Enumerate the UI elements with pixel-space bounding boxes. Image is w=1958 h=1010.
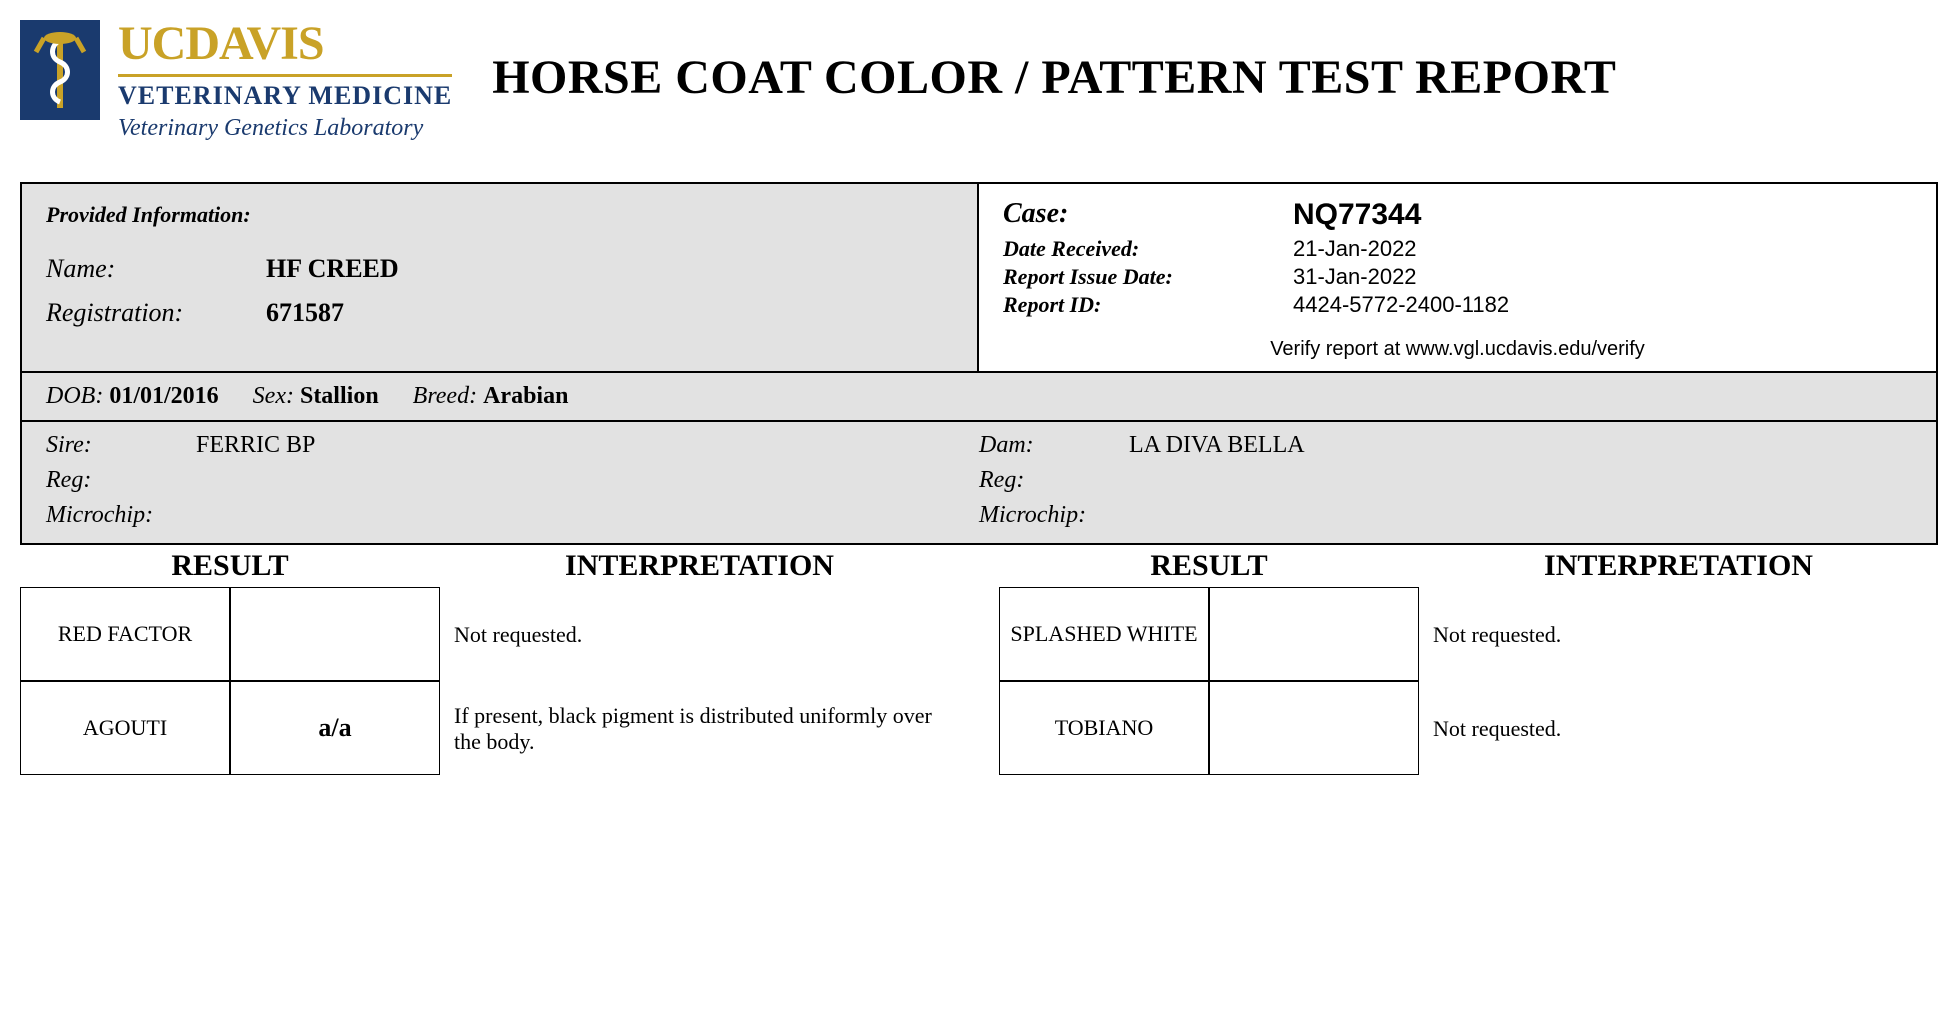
test-interp: If present, black pigment is distributed… — [440, 681, 959, 775]
dam-reg-row: Reg: — [979, 467, 1912, 494]
test-name: AGOUTI — [20, 681, 230, 775]
issue-date-label: Report Issue Date: — [1003, 264, 1293, 290]
dob-label: DOB: — [46, 383, 103, 409]
date-received-label: Date Received: — [1003, 236, 1293, 262]
name-value: HF CREED — [266, 254, 399, 284]
dam-reg-label: Reg: — [979, 467, 1129, 494]
breed-label: Breed: — [413, 383, 477, 409]
case-row: Case: NQ77344 — [1003, 198, 1912, 232]
result-row: TOBIANO Not requested. — [999, 681, 1938, 775]
results-header-right: RESULT INTERPRETATION — [999, 549, 1938, 583]
reg-value: 671587 — [266, 298, 344, 328]
test-name: TOBIANO — [999, 681, 1209, 775]
case-value: NQ77344 — [1293, 198, 1421, 232]
sire-chip-label: Microchip: — [46, 502, 196, 529]
test-value — [1209, 587, 1419, 681]
sex-value: Stallion — [300, 383, 379, 409]
ucdavis-shield-icon — [20, 20, 100, 120]
interp-header: INTERPRETATION — [1419, 549, 1938, 583]
dam-label: Dam: — [979, 432, 1129, 459]
header: UCDAVIS VETERINARY MEDICINE Veterinary G… — [20, 20, 1938, 142]
reg-label: Registration: — [46, 298, 266, 328]
dam-chip-row: Microchip: — [979, 502, 1912, 529]
test-interp: Not requested. — [1419, 587, 1938, 681]
dam-row: Dam: LA DIVA BELLA — [979, 432, 1912, 459]
report-id-row: Report ID: 4424-5772-2400-1182 — [1003, 292, 1912, 318]
result-row: SPLASHED WHITE Not requested. — [999, 587, 1938, 681]
sire-reg-label: Reg: — [46, 467, 196, 494]
interp-header: INTERPRETATION — [440, 549, 959, 583]
result-row: AGOUTI a/a If present, black pigment is … — [20, 681, 959, 775]
test-name: SPLASHED WHITE — [999, 587, 1209, 681]
case-label: Case: — [1003, 198, 1293, 232]
dam-value: LA DIVA BELLA — [1129, 432, 1305, 459]
test-name: RED FACTOR — [20, 587, 230, 681]
verify-text: Verify report at www.vgl.ucdavis.edu/ver… — [1003, 338, 1912, 361]
logo-wordmark: UCDAVIS — [118, 20, 452, 68]
results-header-left: RESULT INTERPRETATION — [20, 549, 959, 583]
sex-label: Sex: — [253, 383, 294, 409]
report-id-value: 4424-5772-2400-1182 — [1293, 292, 1509, 318]
logo-davis: DAVIS — [185, 17, 323, 70]
logo-block: UCDAVIS VETERINARY MEDICINE Veterinary G… — [20, 20, 452, 142]
logo-vetmed: VETERINARY MEDICINE — [118, 74, 452, 111]
logo-uc: UC — [118, 17, 185, 70]
provided-reg-row: Registration: 671587 — [46, 298, 953, 328]
sire-chip-row: Microchip: — [46, 502, 979, 529]
sire-row: Sire: FERRIC BP — [46, 432, 979, 459]
logo-text: UCDAVIS VETERINARY MEDICINE Veterinary G… — [118, 20, 452, 142]
sire-reg-row: Reg: — [46, 467, 979, 494]
result-row: RED FACTOR Not requested. — [20, 587, 959, 681]
sire-value: FERRIC BP — [196, 432, 315, 459]
report-title: HORSE COAT COLOR / PATTERN TEST REPORT — [492, 50, 1938, 105]
test-value: a/a — [230, 681, 440, 775]
dob-value: 01/01/2016 — [109, 383, 218, 409]
logo-sublab: Veterinary Genetics Laboratory — [118, 115, 452, 142]
results-right-col: RESULT INTERPRETATION SPLASHED WHITE Not… — [999, 549, 1938, 775]
info-box: Provided Information: Name: HF CREED Reg… — [20, 182, 1938, 545]
provided-info: Provided Information: Name: HF CREED Reg… — [22, 184, 979, 371]
result-header: RESULT — [20, 549, 440, 583]
test-value — [1209, 681, 1419, 775]
dam-chip-label: Microchip: — [979, 502, 1129, 529]
issue-date-row: Report Issue Date: 31-Jan-2022 — [1003, 264, 1912, 290]
dob-line: DOB: 01/01/2016 Sex: Stallion Breed: Ara… — [22, 371, 1936, 420]
report-page: UCDAVIS VETERINARY MEDICINE Veterinary G… — [20, 20, 1938, 775]
name-label: Name: — [46, 254, 266, 284]
parents-block: Sire: FERRIC BP Dam: LA DIVA BELLA Reg: … — [22, 420, 1936, 543]
sire-label: Sire: — [46, 432, 196, 459]
result-header: RESULT — [999, 549, 1419, 583]
date-received-value: 21-Jan-2022 — [1293, 236, 1417, 262]
results-left-col: RESULT INTERPRETATION RED FACTOR Not req… — [20, 549, 959, 775]
results-area: RESULT INTERPRETATION RED FACTOR Not req… — [20, 549, 1938, 775]
provided-heading: Provided Information: — [46, 202, 953, 228]
provided-name-row: Name: HF CREED — [46, 254, 953, 284]
report-id-label: Report ID: — [1003, 292, 1293, 318]
test-interp: Not requested. — [440, 587, 959, 681]
case-block: Case: NQ77344 Date Received: 21-Jan-2022… — [979, 184, 1936, 371]
test-interp: Not requested. — [1419, 681, 1938, 775]
test-value — [230, 587, 440, 681]
breed-value: Arabian — [483, 383, 568, 409]
issue-date-value: 31-Jan-2022 — [1293, 264, 1417, 290]
date-received-row: Date Received: 21-Jan-2022 — [1003, 236, 1912, 262]
